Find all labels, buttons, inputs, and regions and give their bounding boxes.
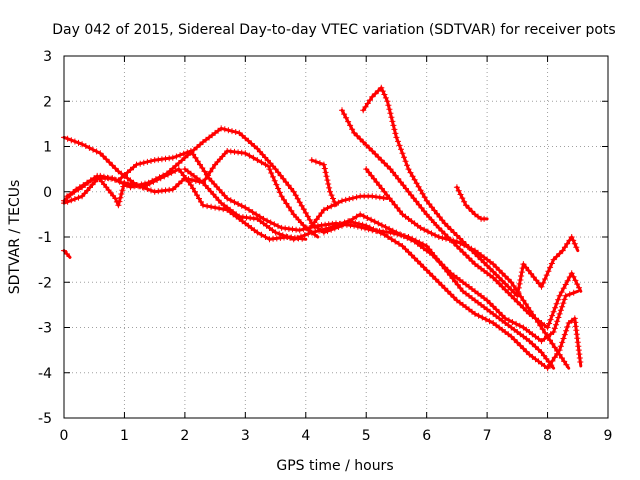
series-markers (360, 84, 580, 299)
axis-ticks: 0 1 2 3 4 5 6 7 8 9 -5 -4 -3 -2 -1 0 1 2 3 (38, 49, 612, 444)
series-markers (308, 157, 338, 205)
series-markers (181, 148, 269, 186)
x-tick-label: 3 (241, 428, 250, 444)
x-tick-label: 4 (301, 428, 310, 444)
series-markers (64, 166, 306, 243)
y-tick-label: 3 (43, 49, 52, 65)
series-track-1 (61, 134, 584, 372)
series-track-7 (363, 166, 571, 370)
series-markers (339, 107, 582, 331)
y-tick-label: -4 (38, 366, 52, 382)
y-tick-label: -3 (38, 321, 52, 337)
series-group (61, 84, 584, 372)
series-line (340, 108, 583, 329)
series-track-10 (61, 247, 72, 259)
series-markers (266, 166, 318, 238)
series-markers (363, 166, 570, 368)
x-tick-label: 8 (543, 428, 552, 444)
series-markers (308, 193, 387, 229)
y-tick-label: -5 (38, 411, 52, 427)
y-tick-label: -1 (38, 230, 52, 246)
x-tick-label: 5 (362, 428, 371, 444)
series-track-12 (181, 148, 271, 186)
x-axis-label: GPS time / hours (276, 458, 393, 474)
series-track-8 (453, 184, 489, 222)
x-tick-label: 7 (483, 428, 492, 444)
x-tick-label: 2 (180, 428, 189, 444)
series-markers (61, 125, 577, 345)
y-tick-label: 2 (43, 94, 52, 110)
series-track-5 (339, 107, 583, 331)
chart-title: Day 042 of 2015, Sidereal Day-to-day VTE… (52, 22, 615, 38)
series-track-6 (360, 84, 580, 299)
x-tick-label: 1 (120, 428, 129, 444)
series-line (361, 86, 580, 298)
series-track-9 (308, 157, 338, 207)
series-track-13 (266, 166, 320, 239)
x-tick-label: 0 (60, 428, 69, 444)
x-tick-label: 9 (604, 428, 613, 444)
series-markers (61, 134, 584, 372)
series-track-11 (308, 193, 389, 229)
series-track-2 (61, 125, 580, 345)
y-tick-label: 0 (43, 185, 52, 201)
grid (64, 56, 608, 418)
y-tick-label: -2 (38, 275, 52, 291)
x-tick-label: 6 (422, 428, 431, 444)
series-track-4 (64, 166, 308, 243)
y-axis-label: SDTVAR / TECUs (7, 180, 23, 295)
series-line (62, 135, 583, 370)
y-tick-label: 1 (43, 140, 52, 156)
series-line (62, 126, 580, 343)
series-markers (453, 184, 488, 222)
